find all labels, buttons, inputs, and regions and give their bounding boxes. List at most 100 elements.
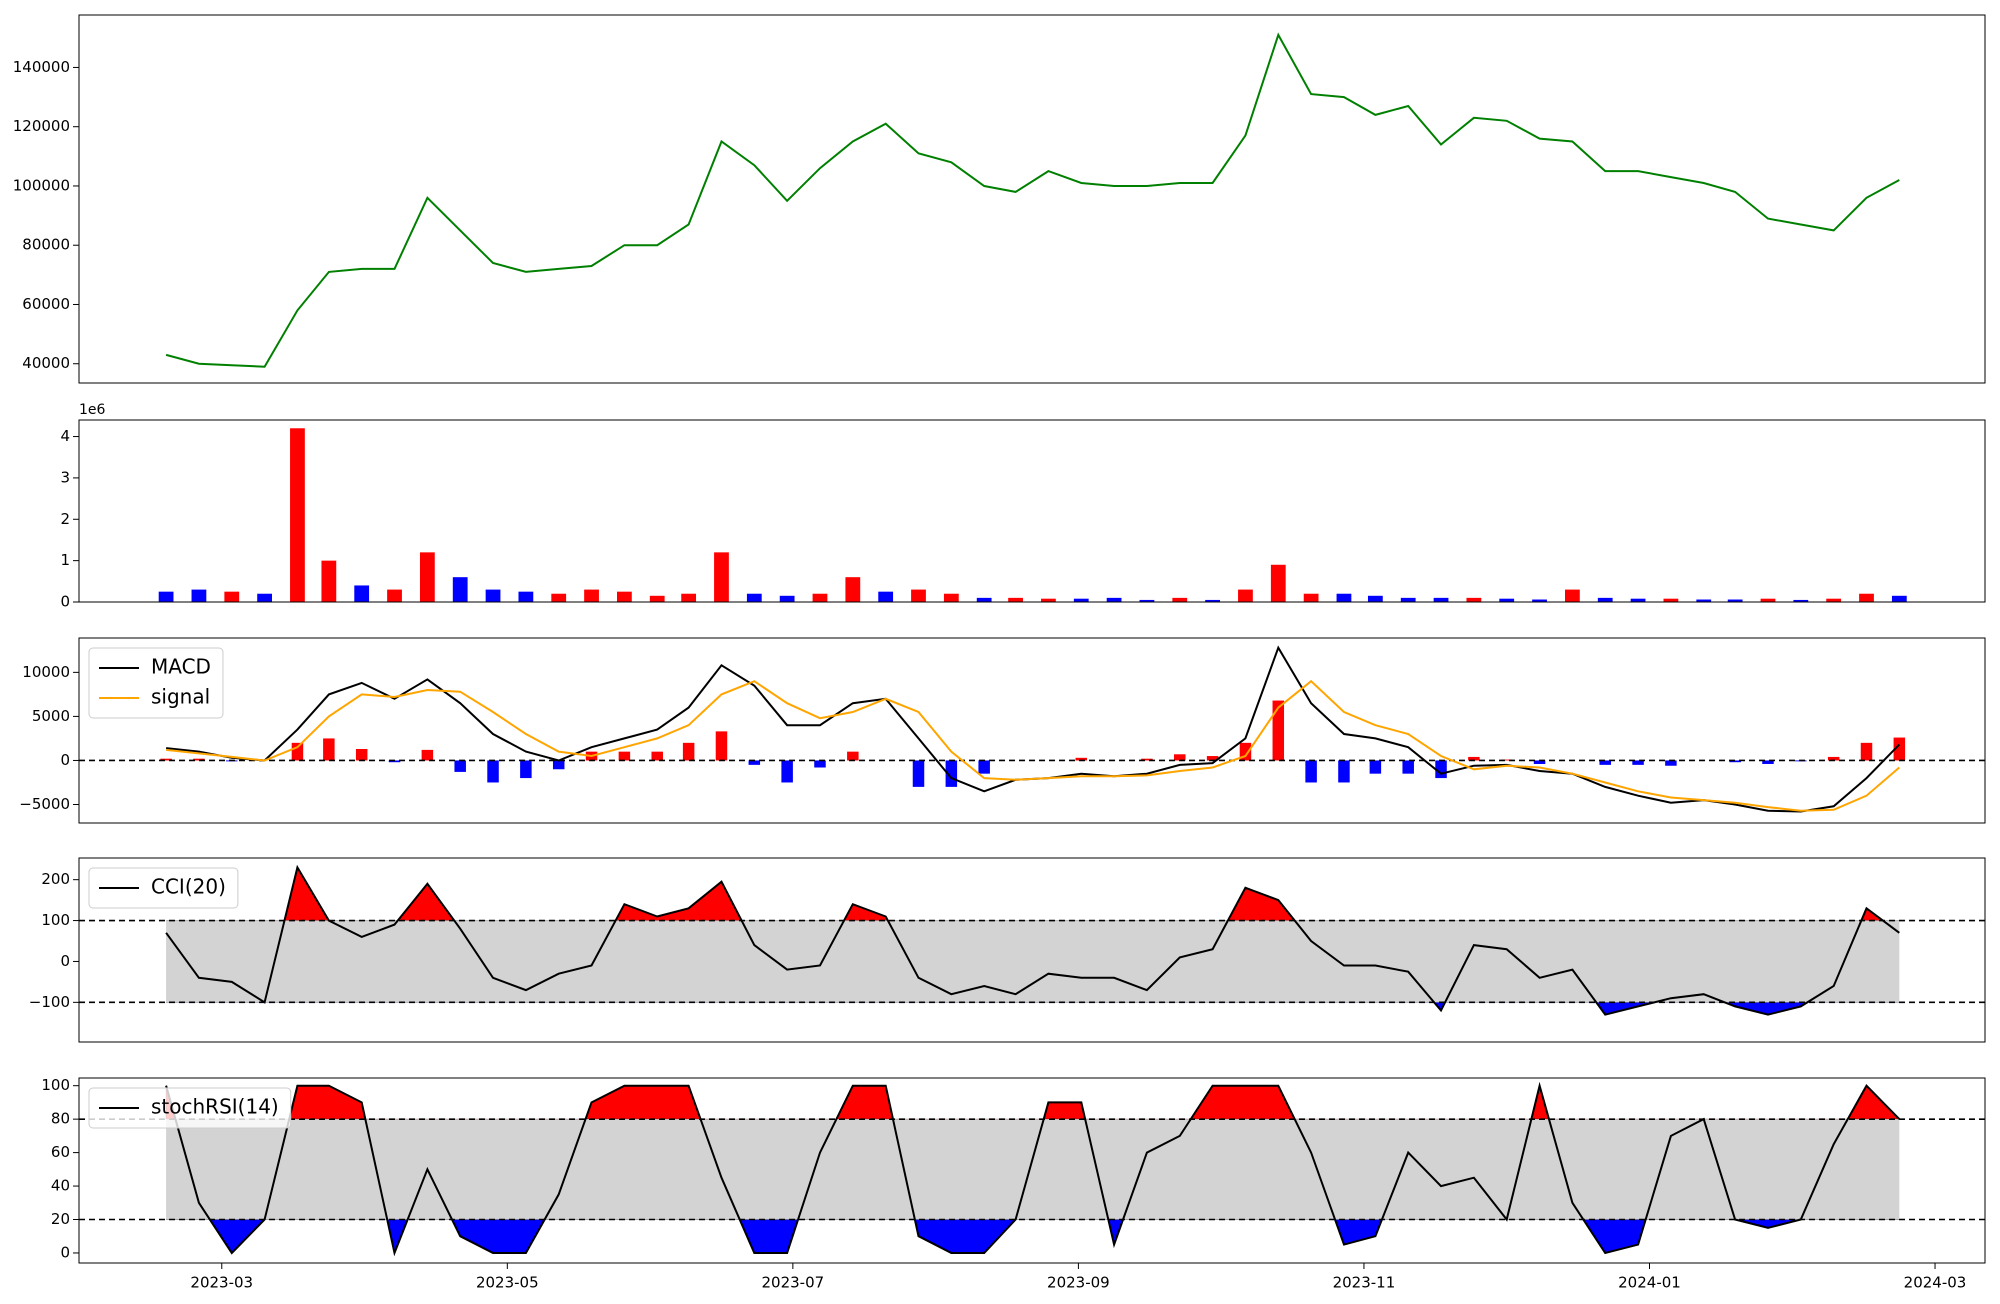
bar	[1336, 593, 1352, 602]
bar	[191, 589, 207, 602]
bar	[224, 591, 240, 602]
bar	[387, 589, 402, 602]
y-tick-label: −100	[29, 993, 70, 1011]
histogram-bar	[978, 760, 990, 774]
bar	[1891, 595, 1907, 602]
bar	[1041, 598, 1056, 602]
bar	[1859, 593, 1874, 602]
histogram-bar	[1369, 760, 1382, 774]
legend	[88, 1087, 292, 1129]
bar	[452, 577, 468, 602]
x-tick-label: 2023-03	[190, 1274, 253, 1292]
histogram-bar	[1860, 742, 1873, 761]
histogram-bar	[487, 760, 499, 783]
y-tick-label: 80000	[22, 236, 70, 254]
histogram-bar	[1305, 760, 1317, 783]
y-tick-label: 0	[60, 952, 70, 970]
y-tick-label: 200	[41, 870, 70, 888]
bar	[290, 428, 305, 602]
bar	[1303, 593, 1319, 602]
y-tick-label: 100000	[13, 176, 70, 194]
histogram-bar	[1075, 757, 1088, 761]
histogram-bar	[1402, 760, 1414, 774]
histogram-bar	[160, 758, 172, 761]
y-tick-label: 10000	[22, 663, 70, 681]
bar	[1597, 597, 1613, 602]
histogram-bar	[1500, 759, 1513, 761]
bar	[845, 577, 861, 602]
x-tick-label: 2024-03	[1904, 1274, 1967, 1292]
bar	[1205, 599, 1220, 602]
histogram-bar	[1762, 760, 1774, 764]
bar	[1172, 597, 1188, 602]
bar	[1008, 597, 1023, 602]
bar	[1433, 597, 1449, 602]
histogram-bar	[291, 742, 304, 761]
histogram-bar	[682, 742, 695, 761]
y-tick-label: 0	[60, 1243, 70, 1261]
histogram-bar	[355, 749, 368, 761]
histogram-bar	[1174, 754, 1186, 761]
histogram-bar	[1239, 742, 1252, 761]
panel-frame	[78, 637, 1986, 824]
legend	[88, 867, 239, 909]
x-tick-label: 2023-05	[476, 1274, 539, 1292]
y-tick-label: 2	[60, 510, 70, 528]
histogram-bar	[1468, 756, 1480, 761]
bar	[1565, 589, 1580, 602]
panel-frame	[78, 857, 1986, 1043]
bar	[812, 593, 828, 602]
y-offset-label: 1e6	[79, 402, 106, 418]
bar	[1630, 598, 1646, 602]
legend-label: stochRSI(14)	[151, 1095, 279, 1119]
histogram-bar	[912, 760, 925, 787]
bar	[878, 591, 894, 602]
y-tick-label: 0	[60, 593, 70, 611]
y-tick-label: 40000	[22, 354, 70, 372]
y-tick-label: 80	[51, 1110, 70, 1128]
y-tick-label: 3	[60, 468, 70, 486]
histogram-bar	[1893, 737, 1906, 761]
panel-frame	[78, 419, 1986, 603]
bar	[584, 589, 599, 602]
histogram-bar	[651, 751, 663, 761]
panel-frame	[78, 14, 1986, 384]
bar	[518, 591, 534, 602]
bar	[1696, 599, 1712, 602]
histogram-bar	[323, 738, 335, 761]
y-tick-label: −5000	[19, 795, 70, 813]
bar	[779, 595, 795, 602]
histogram-bar	[847, 751, 859, 761]
x-tick-label: 2023-09	[1047, 1274, 1110, 1292]
band	[166, 920, 1900, 1003]
bar	[551, 593, 567, 602]
x-tick-label: 2024-01	[1618, 1274, 1681, 1292]
bar	[485, 589, 501, 602]
histogram-bar	[618, 751, 631, 761]
histogram-bar	[814, 760, 826, 768]
bar	[1367, 595, 1383, 602]
histogram-bar	[1729, 760, 1741, 763]
bar	[1270, 564, 1286, 602]
y-tick-label: 40	[51, 1177, 70, 1195]
bar	[354, 585, 370, 602]
y-tick-label: 100	[41, 1076, 70, 1094]
series-line	[165, 645, 1901, 813]
x-tick-label: 2023-11	[1333, 1274, 1396, 1292]
histogram-bar	[715, 731, 728, 761]
bar	[1400, 597, 1416, 602]
y-tick-label: 20	[51, 1210, 70, 1228]
y-tick-label: 100	[41, 911, 70, 929]
histogram-bar	[1435, 760, 1447, 779]
bar	[1139, 599, 1155, 602]
histogram-bar	[1141, 758, 1153, 761]
bar	[976, 597, 992, 602]
bar	[321, 560, 337, 602]
histogram-bar	[552, 760, 565, 770]
histogram-bar	[1206, 756, 1219, 761]
y-tick-label: 120000	[13, 117, 70, 135]
legend-label: signal	[151, 685, 210, 709]
bar	[943, 593, 959, 602]
bar	[1532, 599, 1547, 602]
bar	[1106, 597, 1122, 602]
